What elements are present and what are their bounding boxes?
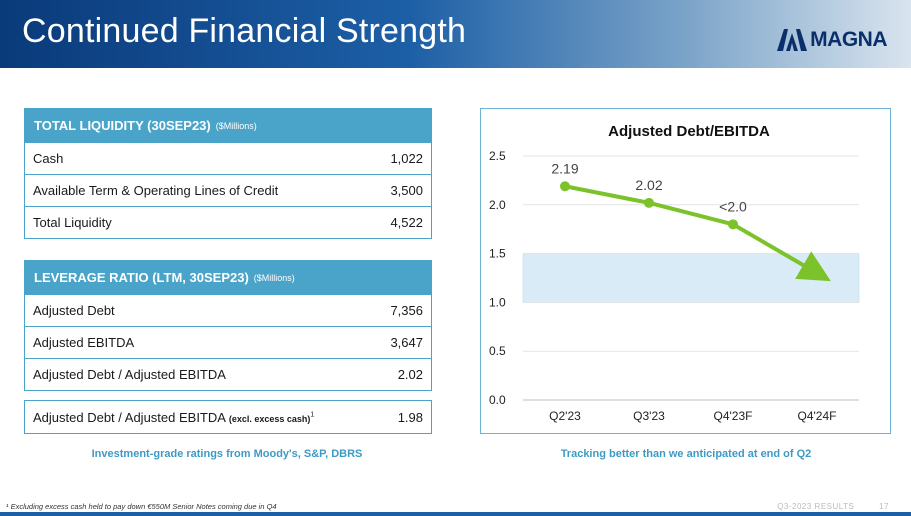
ratings-caption: Investment-grade ratings from Moody's, S… [91, 448, 363, 460]
row-label: Adjusted Debt / Adjusted EBITDA (excl. e… [33, 410, 314, 425]
y-tick-label: 1.0 [489, 295, 506, 309]
data-label: 2.02 [635, 177, 662, 193]
table-row: Adjusted Debt / Adjusted EBITDA (excl. e… [25, 401, 431, 433]
x-tick-label: Q4'24F [798, 409, 837, 423]
data-label: <2.0 [719, 198, 747, 214]
leverage-units: ($Millions) [253, 272, 295, 283]
chart-title: Adjusted Debt/EBITDA [608, 123, 770, 140]
table-row: Total Liquidity 4,522 [25, 206, 431, 238]
row-value: 1.98 [397, 409, 423, 425]
x-tick-label: Q4'23F [714, 409, 753, 423]
leverage-table: LEVERAGE RATIO (LTM, 30SEP23) ($Millions… [24, 260, 432, 391]
data-point [728, 219, 738, 230]
table-row: Adjusted Debt 7,356 [25, 294, 431, 326]
magna-logo: MAGNA [777, 28, 887, 52]
liquidity-table-header: TOTAL LIQUIDITY (30SEP23) ($Millions) [25, 109, 431, 142]
row-value: 1,022 [390, 151, 423, 166]
row-label: Available Term & Operating Lines of Cred… [33, 183, 279, 198]
series-line [647, 200, 735, 227]
row-value: 3,500 [390, 183, 423, 198]
page-label: Q3-2023 RESULTS [777, 502, 855, 511]
row-value: 3,647 [390, 335, 423, 350]
magna-logo-icon [777, 29, 808, 51]
row-label: Cash [33, 151, 64, 166]
liquidity-title: TOTAL LIQUIDITY (30SEP23) [34, 118, 211, 133]
liquidity-units: ($Millions) [215, 120, 257, 131]
y-tick-label: 0.0 [489, 393, 506, 407]
target-band [522, 253, 860, 303]
excl-cash-table: Adjusted Debt / Adjusted EBITDA (excl. e… [24, 400, 432, 434]
chart-panel: Adjusted Debt/EBITDA 0.0 0.5 1.0 1.5 2.0 2.5 Q… [480, 108, 891, 434]
table-row: Cash 1,022 [25, 142, 431, 174]
row-value: 4,522 [390, 215, 423, 230]
row-label: Adjusted Debt / Adjusted EBITDA [33, 367, 226, 382]
y-tick-label: 1.5 [489, 247, 506, 261]
y-tick-label: 0.5 [489, 344, 506, 358]
row-label: Total Liquidity [33, 215, 112, 230]
y-tick-label: 2.5 [489, 149, 506, 163]
data-label: 2.19 [551, 160, 578, 176]
debt-ebitda-chart: Adjusted Debt/EBITDA 0.0 0.5 1.0 1.5 2.0 2.5 Q… [489, 123, 860, 423]
excl-row-label: Adjusted Debt / Adjusted EBITDA [33, 409, 226, 425]
logo-text: MAGNA [810, 28, 887, 51]
page-title: Continued Financial Strength [22, 12, 467, 50]
trend-arrow [731, 222, 831, 282]
data-point [644, 197, 654, 208]
row-value: 2.02 [397, 367, 423, 382]
excl-row-qualifier: (excl. excess cash) [228, 413, 311, 424]
row-value: 7,356 [390, 303, 423, 318]
table-row: Adjusted EBITDA 3,647 [25, 326, 431, 358]
bottom-bar [0, 512, 911, 516]
leverage-table-header: LEVERAGE RATIO (LTM, 30SEP23) ($Millions… [25, 261, 431, 294]
footnote: ¹ Excluding excess cash held to pay down… [6, 502, 277, 511]
y-tick-label: 2.0 [489, 198, 506, 212]
series-line [563, 184, 651, 205]
liquidity-table: TOTAL LIQUIDITY (30SEP23) ($Millions) Ca… [24, 108, 432, 239]
footnote-mark: 1 [310, 411, 315, 419]
tracking-caption: Tracking better than we anticipated at e… [560, 448, 812, 460]
header-banner: Continued Financial Strength MAGNA [0, 0, 911, 68]
row-label: Adjusted Debt [33, 303, 115, 318]
x-tick-label: Q2'23 [549, 409, 581, 423]
data-point [560, 181, 570, 192]
x-tick-label: Q3'23 [633, 409, 665, 423]
table-row: Adjusted Debt / Adjusted EBITDA 2.02 [25, 358, 431, 390]
table-row: Available Term & Operating Lines of Cred… [25, 174, 431, 206]
page-info: Q3-2023 RESULTS 17 [777, 502, 889, 511]
page-number: 17 [879, 502, 889, 511]
leverage-title: LEVERAGE RATIO (LTM, 30SEP23) [34, 270, 249, 285]
row-label: Adjusted EBITDA [33, 335, 135, 350]
